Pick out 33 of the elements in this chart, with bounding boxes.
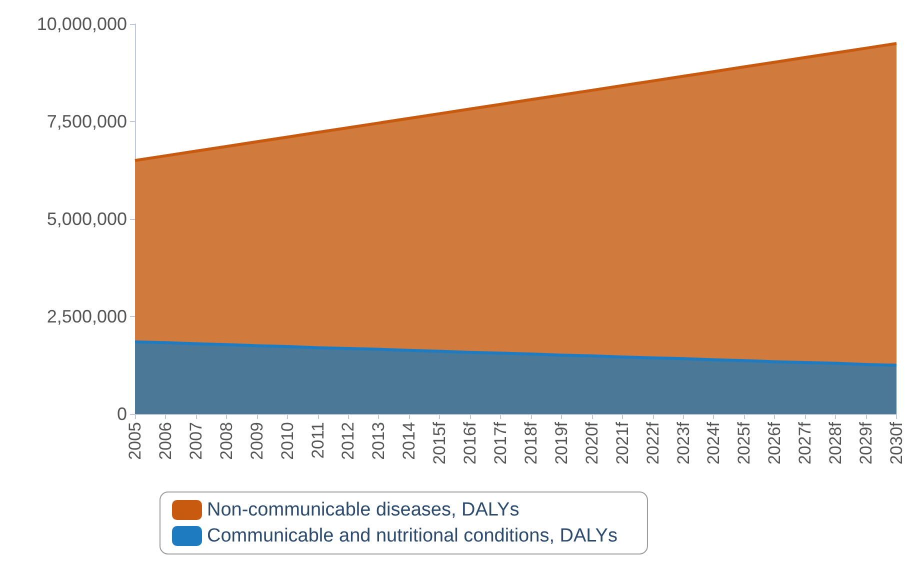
y-tick-label: 7,500,000: [46, 112, 127, 132]
x-tick-label: 2021f: [612, 422, 632, 465]
x-tick-label: 2019f: [552, 422, 571, 465]
x-tick-label: 2027f: [796, 422, 815, 465]
x-tick-label: 2010: [278, 422, 297, 460]
x-tick-label: 2017f: [491, 422, 510, 465]
y-tick-label: 10,000,000: [36, 14, 127, 34]
x-tick-label: 2009: [247, 422, 266, 460]
x-tick-label: 2014: [400, 422, 419, 460]
x-tick-label: 2006: [156, 422, 175, 460]
x-tick-label: 2007: [186, 422, 206, 460]
x-tick-label: 2023f: [674, 422, 693, 465]
x-tick-label: 2015f: [430, 422, 450, 465]
legend-label: Communicable and nutritional conditions, DALYs: [207, 526, 618, 546]
x-tick-label: 2020f: [582, 422, 602, 465]
x-tick-label: 2016f: [460, 422, 480, 465]
x-tick-label: 2025f: [734, 422, 754, 465]
x-tick-label: 2013: [369, 422, 388, 460]
x-tick-label: 2008: [216, 422, 236, 460]
x-tick-label: 2005: [126, 422, 144, 460]
x-tick-label: 2024f: [704, 422, 724, 465]
x-tick-label: 2028f: [826, 422, 846, 465]
x-tick-label: 2030f: [887, 422, 905, 465]
x-tick-label: 2012: [338, 422, 358, 460]
y-tick-label: 0: [116, 404, 127, 424]
y-tick-label: 5,000,000: [46, 209, 127, 229]
x-tick-label: 2026f: [765, 422, 784, 465]
legend-label: Non-communicable diseases, DALYs: [207, 500, 520, 520]
x-tick-label: 2018f: [521, 422, 540, 465]
y-tick-label: 2,500,000: [46, 306, 127, 326]
x-tick-label: 2029f: [856, 422, 876, 465]
x-tick-label: 2022f: [643, 422, 662, 465]
x-tick-label: 2011: [308, 422, 328, 459]
